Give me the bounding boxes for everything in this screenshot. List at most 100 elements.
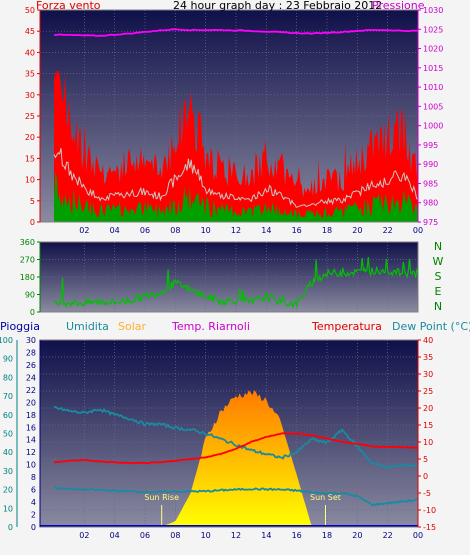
sun-rise-label: Sun Rise [144,493,179,502]
time-axis-tick-label: 04 [110,226,120,235]
direction-axis-tick-label: 180 [20,273,35,282]
rain-axis-tick-label: 10 [26,461,36,470]
wind-axis-tick-label: 0 [30,218,35,227]
time-axis-tick-label: 10 [201,531,211,540]
temperature-axis-tick-label: 25 [423,387,433,396]
temperature-axis-tick-label: -5 [423,489,431,498]
rain-axis-tick-label: 22 [26,386,36,395]
rain-axis-tick-label: 12 [26,448,36,457]
time-axis-tick-label: 06 [140,531,150,540]
compass-label: S [435,270,442,283]
temperature-series [53,432,419,465]
time-axis-tick-label: 20 [352,226,362,235]
solar-series [54,390,418,527]
compass-label: N [434,300,442,313]
humidity-axis-tick-label: 60 [3,411,13,420]
time-axis-tick-label: 18 [322,531,332,540]
rain-axis-tick-label: 0 [31,523,36,532]
temperature-axis-tick-label: 35 [423,353,433,362]
temperature-axis-tick-label: -10 [423,506,436,515]
humidity-axis-tick-label: 50 [3,430,13,439]
direction-axis-tick-label: 90 [25,291,35,300]
rain-axis-tick-label: 8 [31,473,36,482]
wind-axis-tick-label: 25 [25,112,35,121]
humidity-series [54,406,419,469]
pressure-axis-tick-label: 980 [423,199,438,208]
wind-axis-tick-label: 40 [25,48,35,57]
compass-label: N [434,240,442,253]
time-axis-tick-label: 16 [292,531,302,540]
time-axis-tick-label: 00 [413,531,423,540]
legend-label: Dew Point (°C) [392,320,470,333]
time-axis-tick-label: 14 [261,531,271,540]
legend-label: Pioggia [0,320,40,333]
wind-axis-tick-label: 30 [25,91,35,100]
time-axis-tick-label: 18 [322,226,332,235]
humidity-axis-tick-label: 0 [8,523,13,532]
humidity-axis-tick-label: 20 [3,486,13,495]
temperature-axis-tick-label: 0 [423,472,428,481]
wind-direction-series [53,257,419,310]
wind-axis-title: Forza vento [36,0,101,12]
time-axis-tick-label: 04 [110,531,120,540]
direction-axis-tick-label: 270 [20,256,35,265]
sun-set-label: Sun Set [310,493,341,502]
temperature-axis-tick-label: 40 [423,336,433,345]
time-axis-tick-label: 20 [352,531,362,540]
wind-axis-tick-label: 5 [30,197,35,206]
time-axis-tick-label: 12 [231,531,241,540]
direction-axis-tick-label: 360 [20,238,35,247]
wind-axis-tick-label: 35 [25,70,35,79]
time-axis-tick-label: 08 [170,226,180,235]
wind-axis-tick-label: 15 [25,154,35,163]
pressure-axis-tick-label: 1020 [423,45,443,54]
time-axis-tick-label: 16 [292,226,302,235]
pressure-axis-tick-label: 1030 [423,6,443,15]
time-axis-tick-label: 22 [383,226,393,235]
humidity-axis-tick-label: 90 [3,355,13,364]
temperature-axis-tick-label: -15 [423,523,436,532]
pressure-axis-tick-label: 985 [423,179,438,188]
rain-axis-tick-label: 20 [26,398,36,407]
wind-average-series [53,148,419,208]
pressure-series [53,28,418,37]
rain-axis-tick-label: 6 [31,486,36,495]
humidity-axis-tick-label: 10 [3,504,13,513]
pressure-axis-tick-label: 1015 [423,64,443,73]
pressure-axis-tick-label: 975 [423,218,438,227]
time-axis-tick-label: 00 [413,226,423,235]
humidity-axis-tick-label: 40 [3,448,13,457]
wind-axis-tick-label: 10 [25,176,35,185]
direction-axis-tick-label: 0 [30,308,35,317]
rain-axis-tick-label: 14 [26,436,36,445]
pressure-axis-tick-label: 1010 [423,83,443,92]
time-axis-tick-label: 10 [201,226,211,235]
time-axis-tick-label: 14 [261,226,271,235]
humidity-axis-tick-label: 30 [3,467,13,476]
legend-label: Umidita [66,320,109,333]
time-axis-tick-label: 02 [79,531,89,540]
rain-axis-tick-label: 4 [31,498,36,507]
rain-axis-tick-label: 24 [26,373,36,382]
compass-label: W [433,255,444,268]
rain-axis-tick-label: 18 [26,411,36,420]
pressure-axis-tick-label: 1005 [423,102,443,111]
rain-axis-tick-label: 30 [26,336,36,345]
chart-title: 24 hour graph day : 23 Febbraio 2012 [173,0,382,12]
temperature-axis-tick-label: 30 [423,370,433,379]
legend-label: Temperatura [311,320,382,333]
temperature-axis-tick-label: 10 [423,438,433,447]
rain-axis-tick-label: 2 [31,511,36,520]
dew-point-series [53,486,419,507]
time-axis-tick-label: 22 [383,531,393,540]
legend-label: Solar [118,320,147,333]
wind-axis-tick-label: 45 [25,27,35,36]
wind-gust-series [54,70,418,222]
time-axis-tick-label: 12 [231,226,241,235]
time-axis-tick-label: 08 [170,531,180,540]
wind-low-series [54,171,418,222]
wind-axis-tick-label: 20 [25,133,35,142]
pressure-axis-title: Pressione [372,0,425,12]
